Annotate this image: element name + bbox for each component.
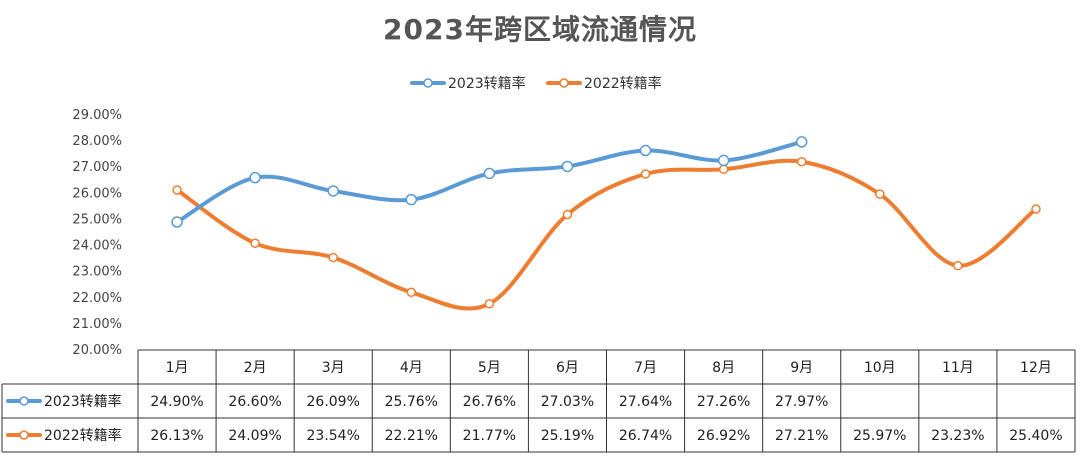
category-label: 12月 [1020, 360, 1052, 376]
y-tick-label: 25.00% [72, 212, 122, 227]
data-label: 26.60% [228, 394, 281, 410]
category-label: 4月 [400, 360, 423, 376]
data-point [406, 287, 417, 298]
data-point [171, 216, 183, 228]
legend-label: 2022转籍率 [584, 75, 662, 92]
data-point [639, 144, 652, 157]
data-label: 27.97% [775, 394, 828, 410]
y-tick-label: 20.00% [72, 343, 122, 358]
data-label: 21.77% [463, 428, 516, 444]
category-label: 5月 [478, 360, 501, 376]
data-label: 27.64% [619, 394, 672, 410]
table-legend-marker [19, 430, 29, 440]
series-line-2022转籍率 [175, 158, 1038, 311]
data-label: 26.09% [307, 394, 360, 410]
legend-marker [423, 78, 433, 88]
data-point [562, 209, 573, 220]
category-label: 11月 [942, 360, 974, 376]
data-point [250, 238, 260, 248]
chart-title: 2023年跨区域流通情况 [383, 13, 697, 46]
legend-label: 2023转籍率 [448, 75, 526, 92]
data-label: 23.54% [307, 428, 360, 444]
legend-marker [559, 78, 569, 88]
y-tick-label: 27.00% [72, 160, 122, 175]
data-point [718, 164, 729, 175]
data-label: 24.09% [228, 428, 281, 444]
category-label: 2月 [244, 360, 267, 376]
data-label: 22.21% [385, 428, 438, 444]
data-point [484, 299, 495, 309]
data-point [561, 160, 574, 173]
table-legend-marker [19, 396, 29, 406]
table-row-label: 2023转籍率 [44, 393, 122, 410]
category-label: 10月 [864, 360, 896, 376]
y-tick-label: 29.00% [72, 108, 122, 123]
data-label: 23.23% [931, 428, 984, 444]
category-label: 6月 [556, 360, 579, 376]
data-point [249, 171, 261, 184]
data-point [405, 193, 418, 206]
data-label: 25.19% [541, 428, 594, 444]
data-point [796, 156, 807, 167]
category-label: 8月 [712, 360, 735, 376]
data-point [172, 185, 182, 195]
category-label: 9月 [790, 360, 813, 376]
data-label: 25.40% [1009, 428, 1062, 444]
data-label: 27.21% [775, 428, 828, 444]
data-label: 26.74% [619, 428, 672, 444]
data-point [717, 154, 730, 167]
data-label: 26.76% [463, 394, 516, 410]
data-label: 26.13% [150, 428, 203, 444]
y-tick-label: 28.00% [72, 134, 122, 149]
y-tick-label: 21.00% [72, 317, 122, 332]
data-label: 25.76% [385, 394, 438, 410]
data-point [328, 252, 338, 263]
y-tick-label: 26.00% [72, 186, 122, 201]
data-label: 25.97% [853, 428, 906, 444]
data-point [483, 167, 496, 180]
y-tick-label: 22.00% [72, 291, 122, 306]
y-tick-label: 23.00% [72, 265, 122, 280]
data-label: 24.90% [150, 394, 203, 410]
data-label: 27.26% [697, 394, 750, 410]
category-label: 7月 [634, 360, 657, 376]
series-line-2023转籍率 [175, 139, 804, 225]
data-point [795, 136, 808, 148]
y-tick-label: 24.00% [72, 239, 122, 254]
data-label: 27.03% [541, 394, 594, 410]
data-point [1031, 204, 1041, 214]
data-point [875, 189, 885, 199]
data-label: 26.92% [697, 428, 750, 444]
category-label: 1月 [166, 360, 189, 376]
data-point [640, 169, 651, 179]
data-point [953, 260, 963, 271]
category-label: 3月 [322, 360, 345, 376]
data-point [327, 185, 339, 197]
table-row-label: 2022转籍率 [44, 427, 122, 444]
